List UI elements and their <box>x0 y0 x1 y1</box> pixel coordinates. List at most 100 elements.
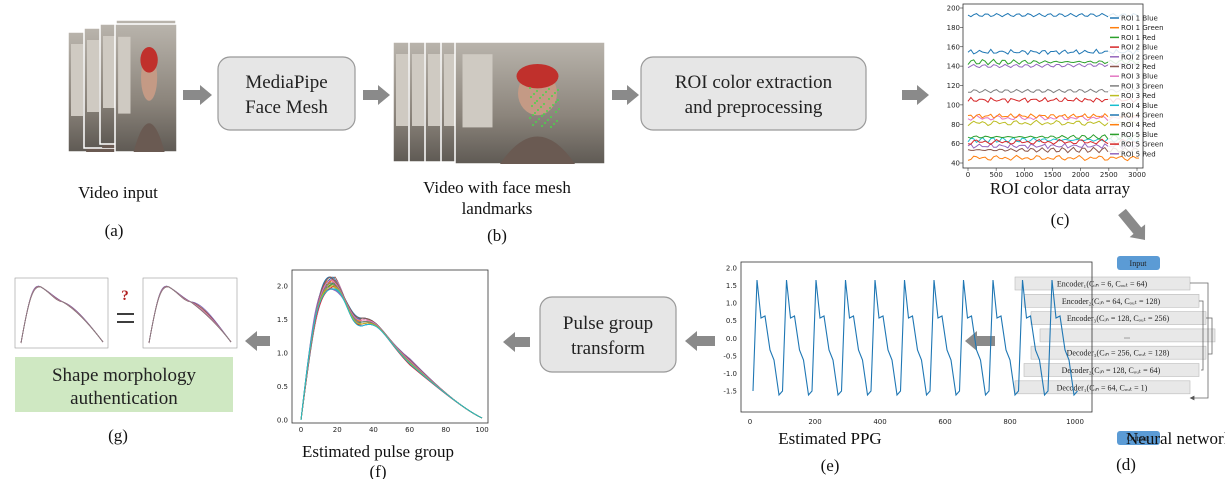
legend-label: ROI 5 Green <box>1121 141 1164 149</box>
layer-label: Decoder₃(Cᵢₙ = 256, Cₒᵤₜ = 128) <box>1067 349 1170 358</box>
landmark <box>534 112 536 114</box>
panel-label: (b) <box>487 226 507 245</box>
x-tick-label: 3000 <box>1128 171 1146 179</box>
y-tick-label: 2.0 <box>277 283 288 291</box>
door <box>412 54 424 126</box>
x-tick-label: 20 <box>333 426 342 434</box>
pulse-curve <box>301 285 482 420</box>
landmark <box>543 113 545 115</box>
landmark <box>531 105 533 107</box>
x-tick-label: 1000 <box>1066 418 1084 426</box>
y-tick-label: 100 <box>947 101 960 109</box>
landmark <box>542 94 544 96</box>
mini-chart <box>143 278 237 348</box>
arrow <box>503 332 530 352</box>
door <box>444 54 456 126</box>
landmark <box>533 93 535 95</box>
legend-label: ROI 4 Red <box>1121 121 1156 129</box>
layer-label: Encoder₁(Cᵢₙ = 6, Cₒᵤₜ = 64) <box>1057 280 1148 289</box>
x-tick-label: 40 <box>369 426 378 434</box>
x-tick-label: 1500 <box>1044 171 1062 179</box>
process-box <box>641 57 866 130</box>
pulse-curve <box>301 277 482 420</box>
box-text: Face Mesh <box>245 97 328 118</box>
x-tick-label: 60 <box>405 426 414 434</box>
y-tick-label: 140 <box>947 63 960 71</box>
x-tick-label: 0 <box>748 418 752 426</box>
y-tick-label: 180 <box>947 24 960 32</box>
box-text: and preprocessing <box>685 97 823 118</box>
landmark <box>548 98 550 100</box>
arrow <box>612 85 639 105</box>
process-box <box>540 297 676 372</box>
landmark <box>558 108 560 110</box>
y-tick-label: 1.0 <box>726 300 737 308</box>
legend-label: ROI 4 Blue <box>1121 102 1158 110</box>
caption: landmarks <box>462 199 533 218</box>
door <box>87 40 99 112</box>
y-tick-label: -0.5 <box>723 352 737 360</box>
y-tick-label: 2.0 <box>726 265 737 273</box>
y-tick-label: 0.0 <box>277 417 288 425</box>
landmark <box>534 102 536 104</box>
landmark <box>529 117 531 119</box>
layer-label: Decoder₁(Cᵢₙ = 64, Cₒᵤₜ = 1) <box>1057 383 1148 392</box>
diagram: Video input(a)MediaPipeFace MeshVideo wi… <box>0 0 1225 479</box>
box-text: Shape morphology <box>52 365 197 386</box>
input-label: Input <box>1130 259 1148 268</box>
x-tick-label: 2000 <box>1072 171 1090 179</box>
y-tick-label: 1.0 <box>277 350 288 358</box>
page: {"panels":{ "a":{"caption":"Video input"… <box>0 0 1225 479</box>
panel-label: (c) <box>1051 210 1070 229</box>
y-tick-label: 200 <box>947 5 960 13</box>
landmark <box>532 124 534 126</box>
x-tick-label: 0 <box>299 426 303 434</box>
legend-label: ROI 2 Blue <box>1121 44 1158 52</box>
caption: Estimated pulse group <box>302 442 454 461</box>
landmark <box>541 125 543 127</box>
arrow <box>245 331 270 351</box>
legend-label: ROI 3 Red <box>1121 92 1156 100</box>
landmark <box>548 88 550 90</box>
pulse-curve <box>301 280 482 420</box>
caption: Neural network model <box>1126 429 1225 448</box>
landmark <box>529 87 531 89</box>
y-tick-label: 40 <box>951 160 960 168</box>
landmark <box>536 90 538 92</box>
panel-label: (e) <box>821 456 840 475</box>
panel-label: (f) <box>370 462 387 479</box>
door <box>118 37 130 114</box>
x-tick-label: 0 <box>966 171 970 179</box>
mini-chart <box>15 278 108 348</box>
legend-label: ROI 5 Blue <box>1121 131 1158 139</box>
cap <box>517 64 559 88</box>
layer-label: Encoder₂(Cᵢₙ = 64, Cₒᵤₜ = 128) <box>1062 297 1161 306</box>
landmark <box>536 100 538 102</box>
panel-label: (g) <box>108 426 128 445</box>
legend-label: ROI 1 Red <box>1121 34 1156 42</box>
box-text: transform <box>571 338 645 359</box>
cap <box>140 47 157 73</box>
pulse-curve <box>301 283 482 420</box>
caption: Video with face mesh <box>423 178 571 197</box>
landmark <box>551 95 553 97</box>
x-tick-label: 80 <box>441 426 450 434</box>
arrow <box>363 85 390 105</box>
door <box>463 54 493 127</box>
landmark <box>555 101 557 103</box>
pulse-curve <box>301 277 482 420</box>
landmark <box>530 96 532 98</box>
y-tick-label: 1.5 <box>277 316 288 324</box>
arrow <box>1118 209 1145 240</box>
pulse-curve <box>301 283 482 420</box>
pulse-curve <box>301 280 482 420</box>
x-tick-label: 200 <box>808 418 821 426</box>
door <box>396 54 408 126</box>
x-tick-label: 2500 <box>1100 171 1118 179</box>
y-tick-label: -1.5 <box>723 388 737 396</box>
pulse-curve <box>301 289 482 420</box>
door <box>71 44 83 116</box>
x-tick-label: 500 <box>989 171 1002 179</box>
landmark <box>544 122 546 124</box>
legend-label: ROI 3 Green <box>1121 82 1164 90</box>
